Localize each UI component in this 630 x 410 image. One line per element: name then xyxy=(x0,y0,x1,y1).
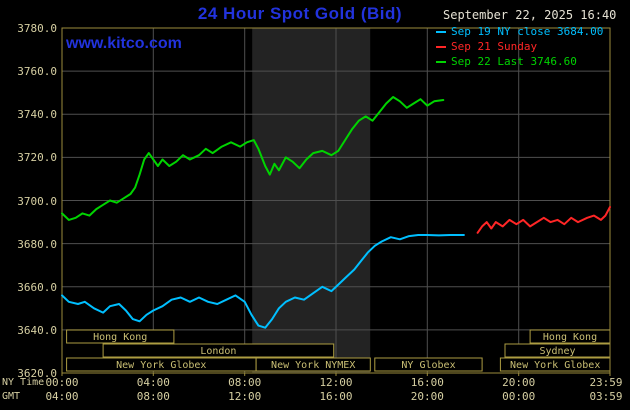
y-tick-label: 3740.0 xyxy=(17,108,57,122)
session-box xyxy=(255,357,371,372)
x-tick-label: 23:59 xyxy=(589,376,623,389)
session-label: New York NYMEX xyxy=(271,360,355,371)
x-tick-label: 08:00 xyxy=(228,376,262,389)
gmt-axis-label: GMT xyxy=(2,391,21,402)
legend-item-sep19: Sep 19 NY close 3684.00 xyxy=(436,24,603,39)
x-tick-label: 04:00 xyxy=(136,376,170,389)
chart-datetime: September 22, 2025 16:40 xyxy=(443,8,617,22)
session-label: NY Globex xyxy=(401,360,455,371)
x-tick-label: 20:00 xyxy=(410,390,444,403)
session-box xyxy=(66,329,175,344)
y-tick-label: 3620.0 xyxy=(17,367,57,380)
y-axis-unit-label: USD/oz xyxy=(14,6,54,19)
x-tick-label: 00:00 xyxy=(502,390,536,403)
y-tick-label: 3720.0 xyxy=(17,151,57,165)
y-tick-label: 3640.0 xyxy=(17,323,57,337)
x-tick-label: 00:00 xyxy=(45,376,79,389)
session-label: Hong Kong xyxy=(543,332,597,343)
legend-dash-icon xyxy=(436,60,446,63)
series-line-sep-21-sunday xyxy=(476,206,611,234)
legend-item-sep21: Sep 21 Sunday xyxy=(436,39,603,54)
session-box xyxy=(102,343,335,358)
y-tick-label: 3700.0 xyxy=(17,194,57,208)
legend: Sep 19 NY close 3684.00 Sep 21 Sunday Se… xyxy=(436,24,603,69)
session-label: New York Globex xyxy=(510,360,600,371)
session-label: New York Globex xyxy=(116,360,206,371)
session-label: Hong Kong xyxy=(93,332,147,343)
legend-dash-icon xyxy=(436,30,446,33)
ny-time-axis-label: NY Time xyxy=(2,377,45,388)
legend-label: Sep 21 Sunday xyxy=(451,40,538,53)
y-tick-label: 3660.0 xyxy=(17,280,57,294)
x-tick-label: 12:00 xyxy=(319,376,353,389)
series-line-sep-22-last xyxy=(61,96,445,221)
session-box xyxy=(374,357,483,372)
y-tick-label: 3780.0 xyxy=(17,22,57,35)
x-tick-label: 16:00 xyxy=(410,376,444,389)
x-tick-label: 20:00 xyxy=(502,376,536,389)
y-tick-label: 3680.0 xyxy=(17,237,57,251)
session-label: London xyxy=(200,346,236,357)
legend-dash-icon xyxy=(436,45,446,48)
legend-label: Sep 22 Last 3746.60 xyxy=(451,55,577,68)
x-tick-label: 04:00 xyxy=(45,390,79,403)
series-line-sep-19-ny-close xyxy=(61,234,465,329)
x-tick-label: 03:59 xyxy=(589,390,623,403)
legend-label: Sep 19 NY close 3684.00 xyxy=(451,25,604,38)
session-label: Sydney xyxy=(539,346,575,357)
chart-title: 24 Hour Spot Gold (Bid) xyxy=(197,4,403,23)
x-tick-label: 12:00 xyxy=(228,390,262,403)
x-tick-label: 08:00 xyxy=(136,390,170,403)
legend-item-sep22: Sep 22 Last 3746.60 xyxy=(436,54,603,69)
kitco-watermark-link[interactable]: www.kitco.com xyxy=(66,35,182,52)
x-tick-label: 16:00 xyxy=(319,390,353,403)
y-tick-label: 3760.0 xyxy=(17,65,57,79)
